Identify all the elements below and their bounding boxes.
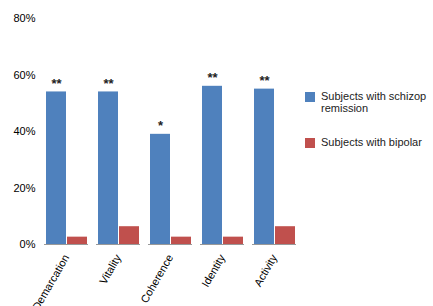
svg-text:Vitality: Vitality [97, 252, 124, 286]
svg-text:**: ** [51, 76, 62, 91]
svg-text:80%: 80% [13, 12, 35, 24]
html-text:Subjects with bipolar: Subjects with bipolar [321, 136, 422, 148]
svg-text:**: ** [103, 76, 114, 91]
html-text:Subjects with schizop remissio: Subjects with schizop remission [321, 90, 427, 114]
svg-text:**: ** [259, 73, 270, 88]
svg-text:Coherence: Coherence [138, 252, 175, 305]
svg-text:0%: 0% [20, 238, 36, 250]
svg-text:20%: 20% [13, 182, 35, 194]
svg-text:Demarcation: Demarcation [30, 252, 72, 306]
svg-text:40%: 40% [13, 125, 35, 137]
svg-text:Identity: Identity [199, 252, 227, 289]
svg-text:60%: 60% [13, 69, 35, 81]
svg-text:**: ** [207, 70, 218, 85]
svg-text:Activity: Activity [251, 252, 279, 289]
svg-text:*: * [158, 118, 164, 133]
